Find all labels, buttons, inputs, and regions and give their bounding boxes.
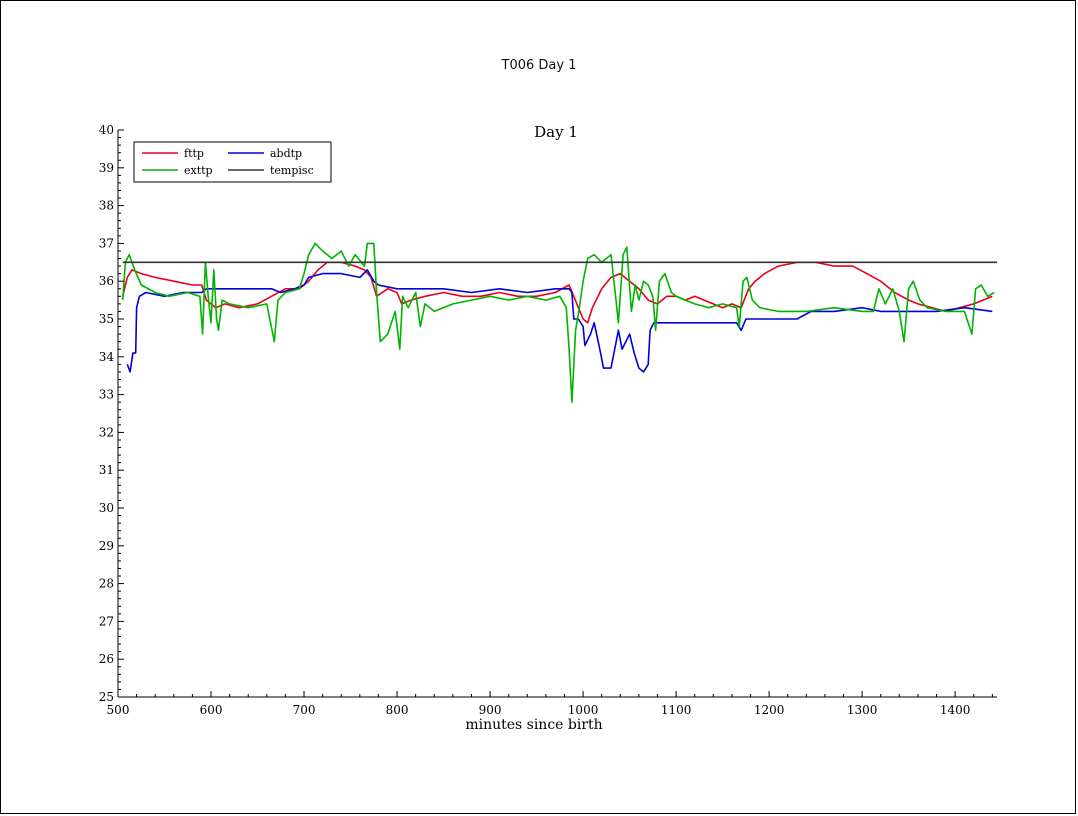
axes-layer: 25 26 27 28 29 30 31 32 33 34 35 36 37 38 39 40 500 600 70… <box>99 123 997 717</box>
x-tick-label: 1200 <box>754 703 785 717</box>
x-tick-label: 1100 <box>661 703 692 717</box>
y-tick-label: 26 <box>99 652 114 666</box>
y-tick-label: 38 <box>99 199 114 213</box>
y-tick-label: 40 <box>99 123 114 137</box>
y-tick-label: 37 <box>99 236 114 250</box>
series-layer <box>121 242 997 403</box>
x-tick-label: 700 <box>293 703 316 717</box>
x-tick-label: 900 <box>479 703 502 717</box>
x-tick-label: 1400 <box>940 703 971 717</box>
y-tick-label: 34 <box>99 350 115 364</box>
x-axis-label: minutes since birth <box>465 717 602 733</box>
legend-label-exttp: exttp <box>184 164 213 177</box>
y-tick-label: 31 <box>99 463 114 477</box>
y-tick-label: 30 <box>99 501 114 515</box>
series-line-exttp <box>121 242 995 403</box>
y-tick-label: 28 <box>99 577 114 591</box>
document-title: T006 Day 1 <box>501 58 577 73</box>
y-tick-label: 35 <box>99 312 114 326</box>
chart-title: Day 1 <box>534 123 578 141</box>
legend-label-tempisc: tempisc <box>270 164 314 177</box>
y-tick-label: 36 <box>99 274 114 288</box>
y-tick-label: 33 <box>99 388 114 402</box>
y-tick-label: 32 <box>99 425 114 439</box>
legend-label-fttp: fttp <box>184 147 204 160</box>
legend: fttp abdtp exttp tempisc <box>133 141 332 183</box>
x-tick-label: 600 <box>200 703 223 717</box>
y-tick-label: 27 <box>99 614 114 628</box>
series-line-fttp <box>121 261 993 324</box>
x-tick-label: 800 <box>386 703 409 717</box>
legend-label-abdtp: abdtp <box>270 147 302 160</box>
series-line-abdtp <box>126 269 993 373</box>
legend-box <box>133 141 332 183</box>
x-tick-label: 1000 <box>568 703 599 717</box>
x-tick-label: 1300 <box>847 703 878 717</box>
y-tick-label: 29 <box>99 539 114 553</box>
y-tick-label: 25 <box>99 690 114 704</box>
x-tick-label: 500 <box>107 703 130 717</box>
y-tick-label: 39 <box>99 161 114 175</box>
